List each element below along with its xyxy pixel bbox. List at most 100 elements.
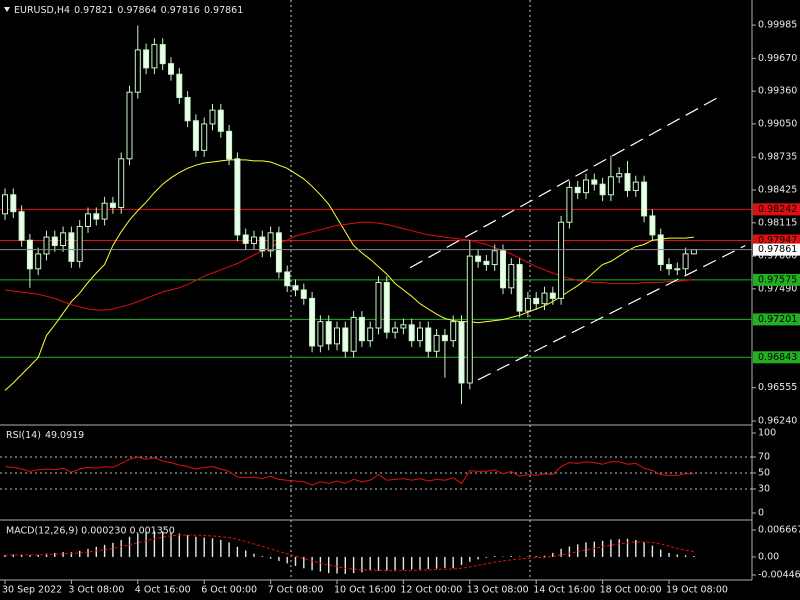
- x-tick-label: 10 Oct 16:00: [334, 585, 396, 596]
- level-label: 0.97947: [758, 235, 797, 246]
- trend-channel: [477, 244, 746, 381]
- candle-body: [666, 264, 672, 270]
- x-tick-label: 7 Oct 08:00: [268, 585, 324, 596]
- candle-body: [475, 255, 482, 262]
- chart-header: EURUSD,H4 0.97821 0.97864 0.97816 0.97861: [14, 5, 243, 16]
- candle-body: [76, 225, 83, 262]
- candle-body: [690, 249, 697, 255]
- candle-body: [616, 173, 623, 178]
- candle-body: [558, 221, 565, 299]
- x-tick-label: 19 Oct 08:00: [666, 585, 728, 596]
- candle-body: [524, 297, 531, 312]
- candle-body: [350, 316, 357, 352]
- candle-body: [358, 316, 365, 342]
- y-tick-label: 0.99360: [758, 86, 797, 97]
- candle-body: [682, 253, 689, 270]
- y-tick-label: 0.98735: [758, 152, 797, 163]
- candle-body: [375, 282, 382, 329]
- candle-body: [68, 232, 75, 262]
- candle-body: [566, 186, 573, 223]
- candle-body: [383, 282, 390, 333]
- candle-body: [533, 297, 540, 305]
- candle-body: [251, 236, 257, 244]
- candle-body: [624, 173, 631, 192]
- y-tick-label: 70: [758, 452, 770, 463]
- candle-body: [417, 327, 423, 342]
- menu-arrow[interactable]: [4, 7, 10, 12]
- price-label-box: [753, 243, 800, 256]
- candle-body: [159, 44, 166, 65]
- level-label: 0.97575: [758, 274, 797, 285]
- candle-body: [325, 321, 332, 345]
- moving-average: [4, 221, 694, 311]
- y-tick-label: 0.97800: [758, 251, 797, 262]
- last-low: 0.97816: [161, 5, 200, 16]
- candle-body: [549, 292, 556, 299]
- candle-body: [176, 73, 183, 98]
- candle-body: [60, 232, 67, 247]
- level-label-box: [753, 203, 800, 216]
- level-label-box: [753, 313, 800, 326]
- price-label: 0.97861: [758, 244, 797, 255]
- x-tick-label: 4 Oct 16:00: [135, 585, 191, 596]
- candle-body: [184, 96, 191, 122]
- candle-body: [408, 324, 415, 342]
- x-tick-label: 12 Oct 00:00: [400, 585, 462, 596]
- candle-body: [217, 109, 224, 132]
- indicator-line: [4, 456, 694, 486]
- candle-body: [35, 253, 42, 270]
- x-tick-label: 14 Oct 16:00: [533, 585, 595, 596]
- candle-body: [607, 176, 614, 196]
- level-label: 0.98242: [758, 204, 797, 215]
- y-tick-label: 0.96555: [758, 382, 797, 393]
- rsi-last: 49.0919: [45, 430, 84, 441]
- candle-body: [209, 109, 216, 125]
- candle-body: [259, 236, 266, 252]
- x-tick-label: 18 Oct 00:00: [600, 585, 662, 596]
- y-tick-label: 0.96240: [758, 416, 797, 427]
- candle-body: [342, 327, 349, 352]
- x-tick-label: 3 Oct 08:00: [68, 585, 124, 596]
- candle-body: [309, 297, 316, 347]
- candle-body: [458, 321, 465, 384]
- y-tick-label: 30: [758, 484, 770, 495]
- candle-body: [334, 327, 340, 345]
- candle-body: [101, 202, 108, 220]
- candle-body: [284, 271, 291, 287]
- candle-body: [10, 194, 17, 213]
- candle-body: [242, 234, 249, 244]
- candle-body: [93, 213, 100, 220]
- candle-body: [466, 255, 473, 384]
- candle-body: [143, 49, 150, 69]
- candle-body: [583, 179, 589, 194]
- candle-body: [591, 179, 598, 185]
- candle-body: [267, 232, 274, 252]
- candle-body: [43, 236, 50, 255]
- last-high: 0.97864: [117, 5, 156, 16]
- candle-body: [632, 181, 639, 192]
- level-label-box: [753, 351, 800, 364]
- trend-channel: [409, 96, 719, 269]
- candle-body: [574, 186, 581, 194]
- candle-body: [109, 202, 116, 208]
- candle-body: [292, 285, 299, 291]
- candle-body: [26, 239, 33, 270]
- x-tick-label: 30 Sep 2022: [2, 585, 62, 596]
- candle-body: [201, 123, 208, 151]
- candle-body: [234, 158, 241, 236]
- signal-line: [4, 534, 694, 572]
- candle-body: [367, 327, 374, 342]
- rsi-name: RSI(14): [6, 430, 41, 441]
- candle-body: [151, 44, 158, 69]
- candle-body: [649, 215, 656, 236]
- candle-body: [450, 321, 457, 342]
- candle-body: [508, 264, 515, 289]
- y-tick-label: -0.004469: [758, 570, 800, 581]
- candle-body: [118, 158, 125, 208]
- last-close: 0.97861: [204, 5, 243, 16]
- y-tick-label: 0.00: [758, 551, 779, 562]
- candle-body: [641, 181, 648, 217]
- y-tick-label: 100: [758, 428, 776, 439]
- candle-body: [168, 63, 174, 75]
